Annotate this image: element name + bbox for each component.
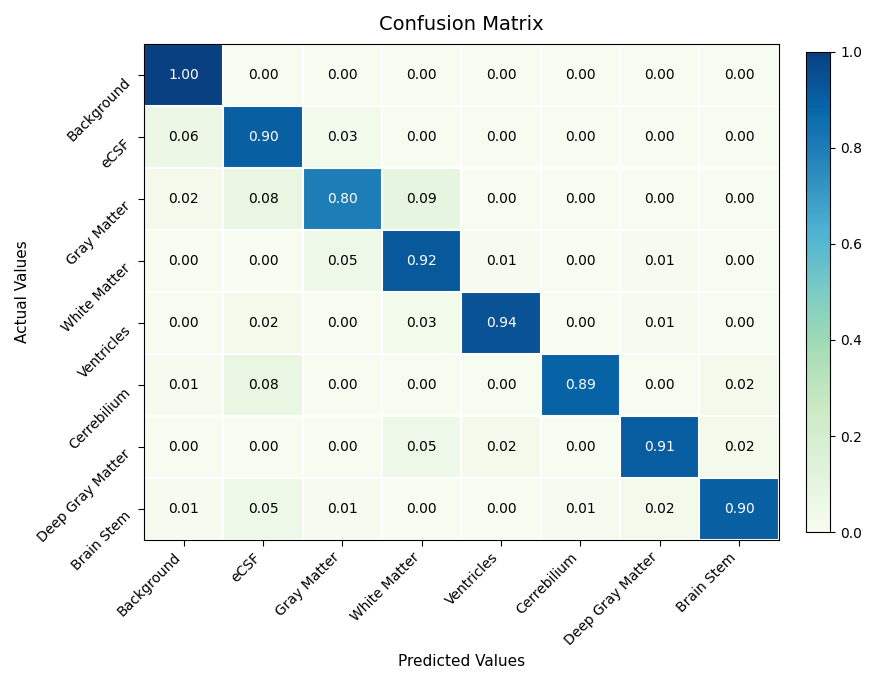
Text: 0.00: 0.00 — [327, 68, 358, 82]
Text: 0.00: 0.00 — [486, 502, 517, 516]
Text: 0.00: 0.00 — [645, 130, 675, 144]
Text: 0.00: 0.00 — [565, 68, 595, 82]
Text: 0.00: 0.00 — [724, 192, 754, 206]
Text: 0.01: 0.01 — [168, 378, 199, 392]
Text: 0.00: 0.00 — [247, 254, 278, 268]
Text: 0.00: 0.00 — [486, 378, 517, 392]
Text: 0.00: 0.00 — [168, 254, 199, 268]
Text: 0.02: 0.02 — [724, 440, 754, 454]
Text: 0.08: 0.08 — [247, 192, 278, 206]
Text: 0.00: 0.00 — [406, 130, 437, 144]
Text: 0.02: 0.02 — [645, 502, 675, 516]
Text: 0.00: 0.00 — [247, 440, 278, 454]
Text: 0.90: 0.90 — [247, 130, 278, 144]
Text: 0.90: 0.90 — [724, 502, 754, 516]
Text: 0.09: 0.09 — [406, 192, 437, 206]
Text: 0.01: 0.01 — [486, 254, 517, 268]
Text: 0.00: 0.00 — [724, 254, 754, 268]
Text: 0.00: 0.00 — [565, 130, 595, 144]
Text: 0.00: 0.00 — [247, 68, 278, 82]
Text: 0.00: 0.00 — [486, 130, 517, 144]
Text: 0.00: 0.00 — [406, 68, 437, 82]
Text: 0.01: 0.01 — [327, 502, 358, 516]
Text: 0.00: 0.00 — [645, 378, 675, 392]
Text: 0.01: 0.01 — [168, 502, 199, 516]
Text: 0.05: 0.05 — [406, 440, 437, 454]
Text: 0.06: 0.06 — [168, 130, 199, 144]
Text: 0.05: 0.05 — [327, 254, 358, 268]
Text: 0.00: 0.00 — [645, 192, 675, 206]
Text: 0.00: 0.00 — [645, 68, 675, 82]
Text: 0.02: 0.02 — [724, 378, 754, 392]
Text: 0.00: 0.00 — [724, 316, 754, 330]
Text: 0.02: 0.02 — [486, 440, 517, 454]
Text: 0.00: 0.00 — [565, 440, 595, 454]
X-axis label: Predicted Values: Predicted Values — [398, 654, 525, 669]
Text: 0.08: 0.08 — [247, 378, 278, 392]
Text: 0.01: 0.01 — [645, 316, 675, 330]
Text: 0.00: 0.00 — [565, 254, 595, 268]
Text: 0.00: 0.00 — [327, 378, 358, 392]
Text: 0.00: 0.00 — [327, 440, 358, 454]
Text: 0.05: 0.05 — [247, 502, 278, 516]
Title: Confusion Matrix: Confusion Matrix — [379, 15, 544, 34]
Text: 0.00: 0.00 — [168, 316, 199, 330]
Text: 0.03: 0.03 — [406, 316, 437, 330]
Text: 0.01: 0.01 — [565, 502, 595, 516]
Text: 0.01: 0.01 — [645, 254, 675, 268]
Text: 0.00: 0.00 — [724, 130, 754, 144]
Text: 0.02: 0.02 — [247, 316, 278, 330]
Text: 0.91: 0.91 — [645, 440, 675, 454]
Text: 0.00: 0.00 — [327, 316, 358, 330]
Text: 0.00: 0.00 — [486, 68, 517, 82]
Text: 0.00: 0.00 — [565, 192, 595, 206]
Text: 0.00: 0.00 — [565, 316, 595, 330]
Text: 0.03: 0.03 — [327, 130, 358, 144]
Text: 0.80: 0.80 — [327, 192, 358, 206]
Text: 0.94: 0.94 — [486, 316, 517, 330]
Text: 0.89: 0.89 — [565, 378, 595, 392]
Text: 0.00: 0.00 — [724, 68, 754, 82]
Text: 0.00: 0.00 — [406, 378, 437, 392]
Text: 0.00: 0.00 — [486, 192, 517, 206]
Y-axis label: Actual Values: Actual Values — [15, 241, 30, 343]
Text: 0.92: 0.92 — [406, 254, 437, 268]
Text: 0.00: 0.00 — [406, 502, 437, 516]
Text: 0.02: 0.02 — [168, 192, 199, 206]
Text: 1.00: 1.00 — [168, 68, 199, 82]
Text: 0.00: 0.00 — [168, 440, 199, 454]
